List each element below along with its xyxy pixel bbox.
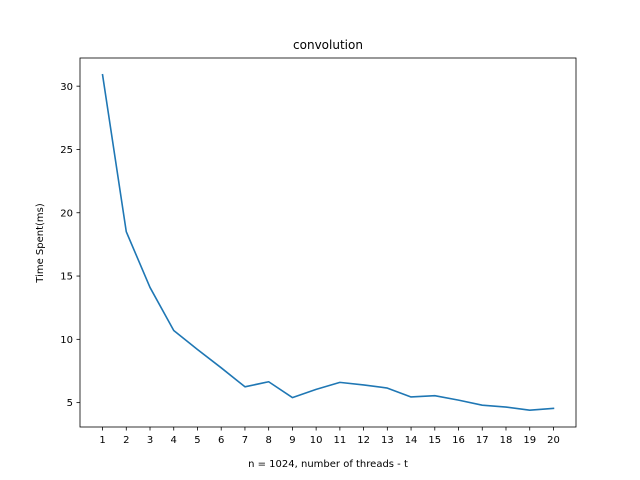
- y-tick-label: 5: [67, 398, 73, 409]
- axes-frame: [79, 57, 577, 428]
- x-tick-label: 14: [405, 435, 418, 446]
- plot-area: 1 2 3 4 5 6 7 8 9 10 11 12 13 14 15 16 17 18 19 20 51015202…: [60, 57, 577, 446]
- x-tick-label: 6: [218, 435, 224, 446]
- x-tick-label: 5: [194, 435, 200, 446]
- x-tick-label: 3: [147, 435, 153, 446]
- y-tick-label: 15: [60, 272, 73, 283]
- y-tick-label: 20: [60, 208, 73, 219]
- x-tick-label: 11: [333, 435, 346, 446]
- x-tick-label: 9: [289, 435, 295, 446]
- x-tick-label: 4: [171, 435, 177, 446]
- x-tick-label: 10: [310, 435, 323, 446]
- y-tick-label: 30: [60, 82, 73, 93]
- series-line: [101, 73, 555, 412]
- x-tick-label: 18: [500, 435, 513, 446]
- y-axis-ticks: 5 10 15 20 25 30: [60, 82, 80, 409]
- x-tick-label: 8: [265, 435, 271, 446]
- y-tick-label: 10: [60, 335, 73, 346]
- x-axis-label: n = 1024, number of threads - t: [248, 459, 408, 470]
- y-tick-label: 25: [60, 145, 73, 156]
- x-tick-label: 1: [99, 435, 105, 446]
- x-tick-label: 13: [381, 435, 394, 446]
- y-axis-label: Time Spent(ms): [35, 203, 46, 284]
- x-tick-label: 15: [428, 435, 441, 446]
- x-tick-label: 20: [547, 435, 560, 446]
- x-axis-ticks: 1 2 3 4 5 6 7 8 9 10 11 12 13 14 15 16 17 18 19 20: [99, 427, 560, 446]
- x-tick-label: 19: [523, 435, 536, 446]
- x-tick-label: 16: [452, 435, 465, 446]
- x-tick-label: 12: [357, 435, 370, 446]
- x-tick-label: 7: [242, 435, 248, 446]
- chart-title: convolution: [293, 38, 363, 52]
- x-tick-label: 17: [476, 435, 489, 446]
- x-tick-label: 2: [123, 435, 129, 446]
